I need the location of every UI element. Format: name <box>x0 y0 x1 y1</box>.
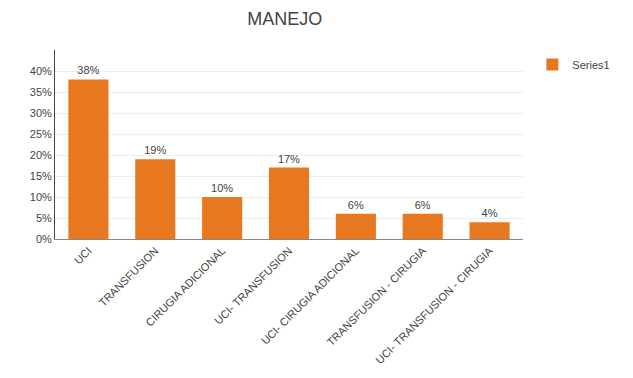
svg-text:40%: 40% <box>30 65 52 77</box>
svg-text:TRANSFUSION: TRANSFUSION <box>96 244 160 308</box>
svg-text:20%: 20% <box>30 149 52 161</box>
svg-text:Series1: Series1 <box>572 59 609 71</box>
svg-text:UCI- TRANSFUSION - CIRUGIA: UCI- TRANSFUSION - CIRUGIA <box>373 244 495 366</box>
svg-text:5%: 5% <box>36 212 52 224</box>
svg-text:UCI- CIRUGIA ADICIONAL: UCI- CIRUGIA ADICIONAL <box>259 245 361 347</box>
svg-text:30%: 30% <box>30 107 52 119</box>
svg-text:6%: 6% <box>415 199 431 211</box>
svg-text:19%: 19% <box>144 144 166 156</box>
svg-text:38%: 38% <box>77 64 99 76</box>
svg-text:MANEJO: MANEJO <box>247 9 322 29</box>
svg-text:25%: 25% <box>30 128 52 140</box>
svg-text:6%: 6% <box>348 199 364 211</box>
svg-text:10%: 10% <box>30 191 52 203</box>
svg-text:15%: 15% <box>30 170 52 182</box>
svg-text:10%: 10% <box>211 182 233 194</box>
svg-text:UCI- TRANSFUSION: UCI- TRANSFUSION <box>212 244 294 326</box>
svg-text:4%: 4% <box>482 207 498 219</box>
svg-text:0%: 0% <box>36 233 52 245</box>
svg-text:17%: 17% <box>278 153 300 165</box>
svg-text:CIRUGIA ADICIONAL: CIRUGIA ADICIONAL <box>143 245 227 329</box>
svg-text:UCI: UCI <box>72 245 94 267</box>
svg-text:35%: 35% <box>30 86 52 98</box>
svg-text:TRANSFUSION - CIRUGIA: TRANSFUSION - CIRUGIA <box>324 244 428 348</box>
